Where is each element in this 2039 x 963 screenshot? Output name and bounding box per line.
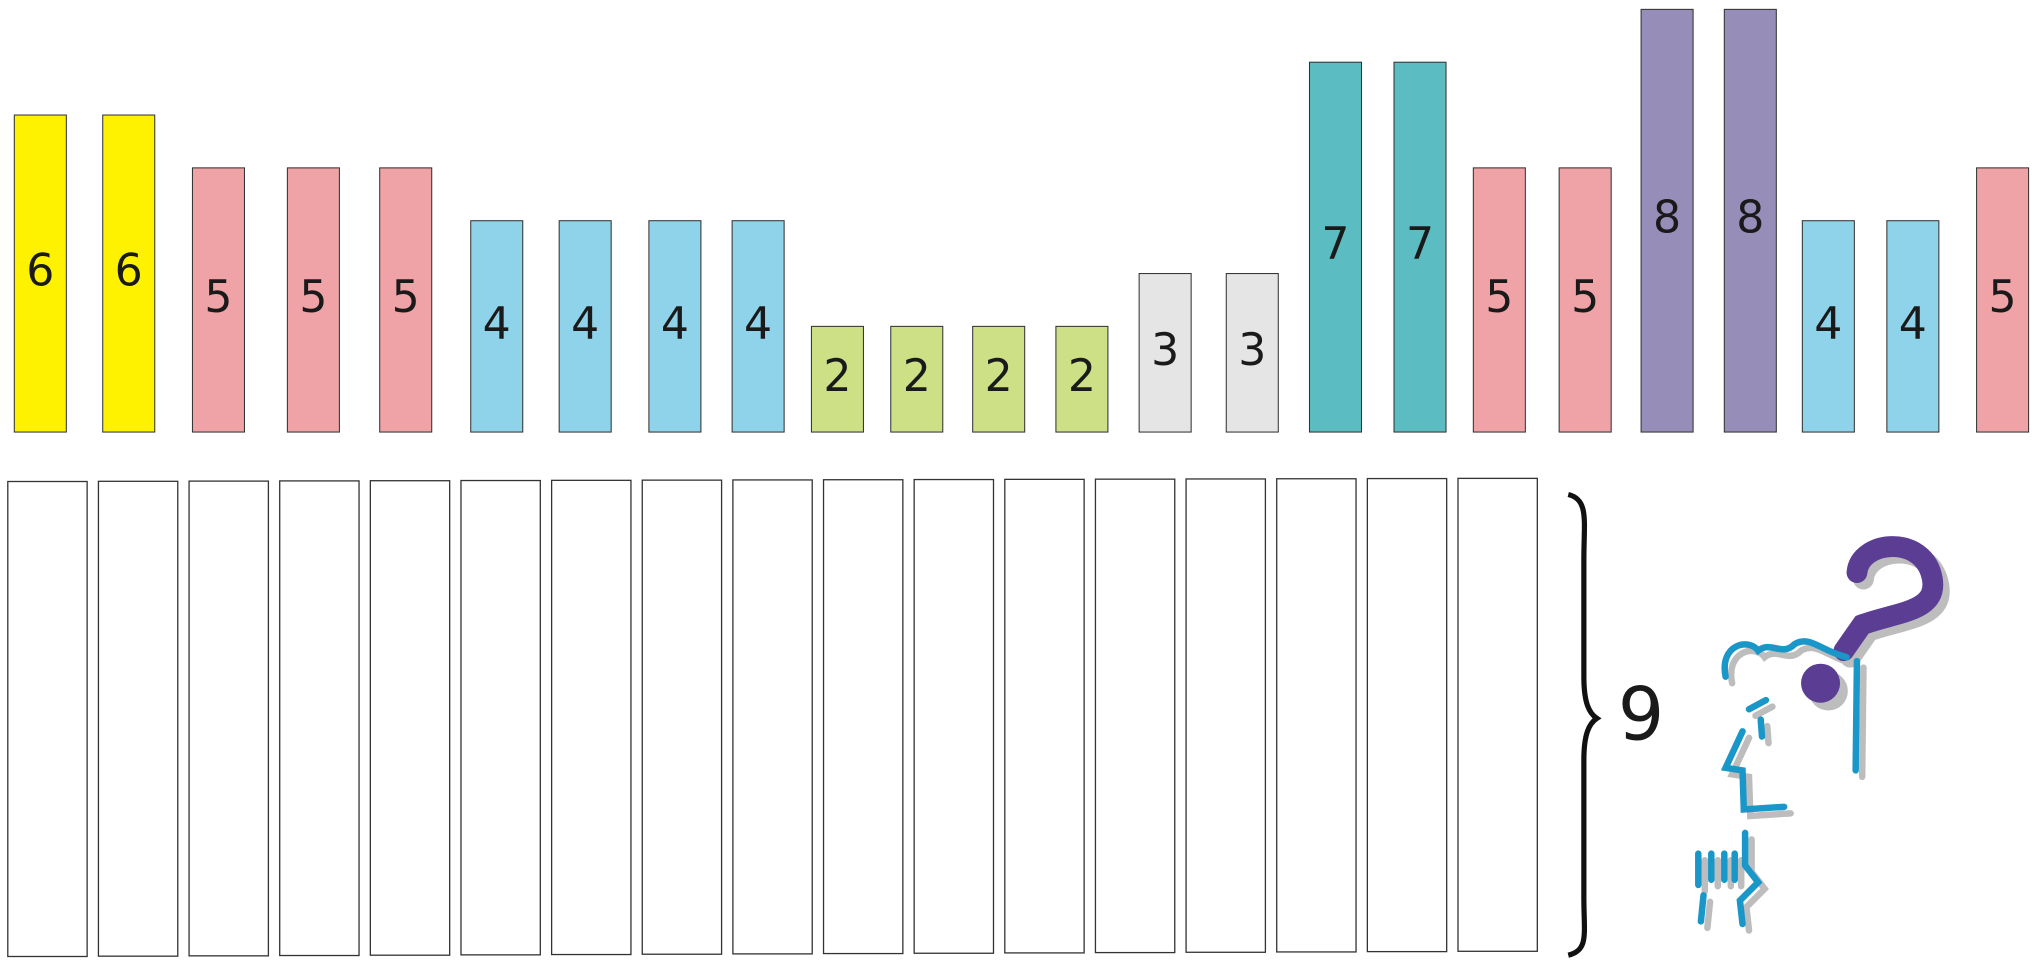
bar-label: 8 [1653, 193, 1681, 244]
bar-label: 5 [204, 272, 232, 323]
empty-box [732, 479, 813, 955]
bar [1308, 61, 1363, 433]
bar [379, 167, 433, 433]
bar-label: 2 [985, 351, 1013, 402]
bar [191, 167, 245, 433]
bar-label: 6 [115, 246, 143, 297]
bar-label: 5 [392, 272, 420, 323]
bar-label: 2 [1068, 351, 1096, 402]
empty-box [279, 480, 360, 957]
bar-row: 6 65 5 54 4 4 42 2 2 23 37 75 58 84 45 [13, 8, 2030, 433]
bar [972, 325, 1026, 433]
bar [1138, 273, 1192, 433]
bar-label: 4 [1814, 298, 1842, 349]
bar [1225, 273, 1279, 433]
empty-box [550, 479, 632, 956]
bar [648, 220, 702, 433]
bar [1801, 220, 1855, 433]
empty-box [1185, 478, 1267, 953]
bar [1393, 61, 1447, 433]
bar [890, 325, 944, 433]
bar-label: 4 [483, 298, 511, 349]
bar-label: 8 [1736, 193, 1764, 244]
bar [1558, 167, 1612, 433]
empty-box [1457, 477, 1538, 952]
empty-box [97, 480, 179, 957]
bar-label: 4 [1899, 298, 1927, 349]
bar [286, 167, 340, 433]
bar-label: 7 [1321, 219, 1349, 270]
empty-box-row [7, 477, 1538, 958]
empty-box [460, 479, 541, 956]
bar [558, 220, 612, 433]
bar [102, 114, 156, 433]
bar [810, 325, 864, 433]
bar [1886, 220, 1940, 433]
brace-label: 9 [1618, 673, 1664, 758]
bar-label: 3 [1238, 325, 1266, 376]
bar [1723, 8, 1777, 433]
bar [470, 220, 524, 433]
bar [1640, 8, 1694, 433]
bar-label: 4 [571, 298, 599, 349]
bar-label: 5 [1571, 272, 1599, 323]
bar [1976, 167, 2030, 433]
bar [1055, 325, 1109, 433]
bar-label: 6 [26, 246, 54, 297]
empty-box [1094, 478, 1176, 954]
bar [13, 114, 67, 433]
bar-label: 2 [823, 351, 851, 402]
bar-label: 4 [744, 298, 772, 349]
bar-label: 5 [1989, 272, 2017, 323]
empty-box [641, 479, 723, 955]
bar-label: 5 [299, 272, 327, 323]
empty-box [1276, 478, 1357, 953]
empty-box [822, 479, 904, 955]
bar-label: 7 [1406, 219, 1434, 270]
bar [1472, 167, 1526, 433]
bar-label: 5 [1485, 272, 1513, 323]
bar-label: 2 [903, 351, 931, 402]
empty-box [7, 480, 88, 958]
brace [1567, 491, 1602, 958]
empty-box [188, 480, 270, 957]
empty-box [1004, 478, 1085, 954]
empty-box [369, 480, 451, 956]
bar-label: 3 [1151, 325, 1179, 376]
bar-label: 4 [661, 298, 689, 349]
empty-box [913, 478, 995, 954]
bar [731, 220, 785, 433]
thinking-figure [1695, 536, 1950, 934]
empty-box [1366, 477, 1448, 953]
